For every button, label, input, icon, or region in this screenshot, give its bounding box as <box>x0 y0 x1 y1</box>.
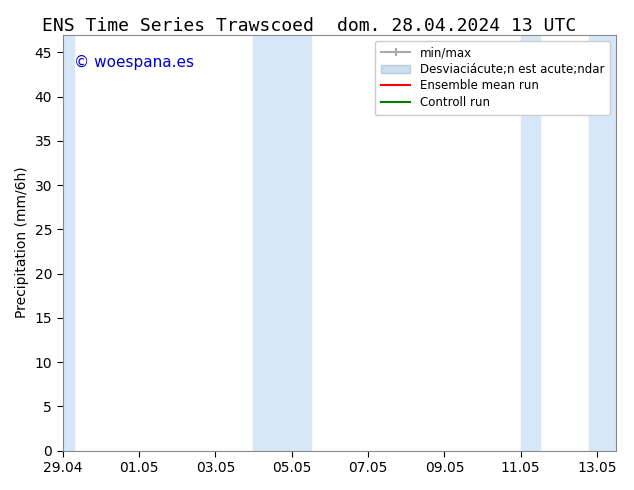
Text: © woespana.es: © woespana.es <box>74 55 193 71</box>
Bar <box>590 35 616 451</box>
Text: ENS Time Series Trawscoed: ENS Time Series Trawscoed <box>42 17 313 35</box>
Y-axis label: Precipitation (mm/6h): Precipitation (mm/6h) <box>15 167 29 318</box>
Legend: min/max, Desviaciácute;n est acute;ndar, Ensemble mean run, Controll run: min/max, Desviaciácute;n est acute;ndar,… <box>375 41 611 115</box>
Text: dom. 28.04.2024 13 UTC: dom. 28.04.2024 13 UTC <box>337 17 576 35</box>
Bar <box>254 35 311 451</box>
Bar <box>521 35 540 451</box>
Bar <box>63 35 74 451</box>
